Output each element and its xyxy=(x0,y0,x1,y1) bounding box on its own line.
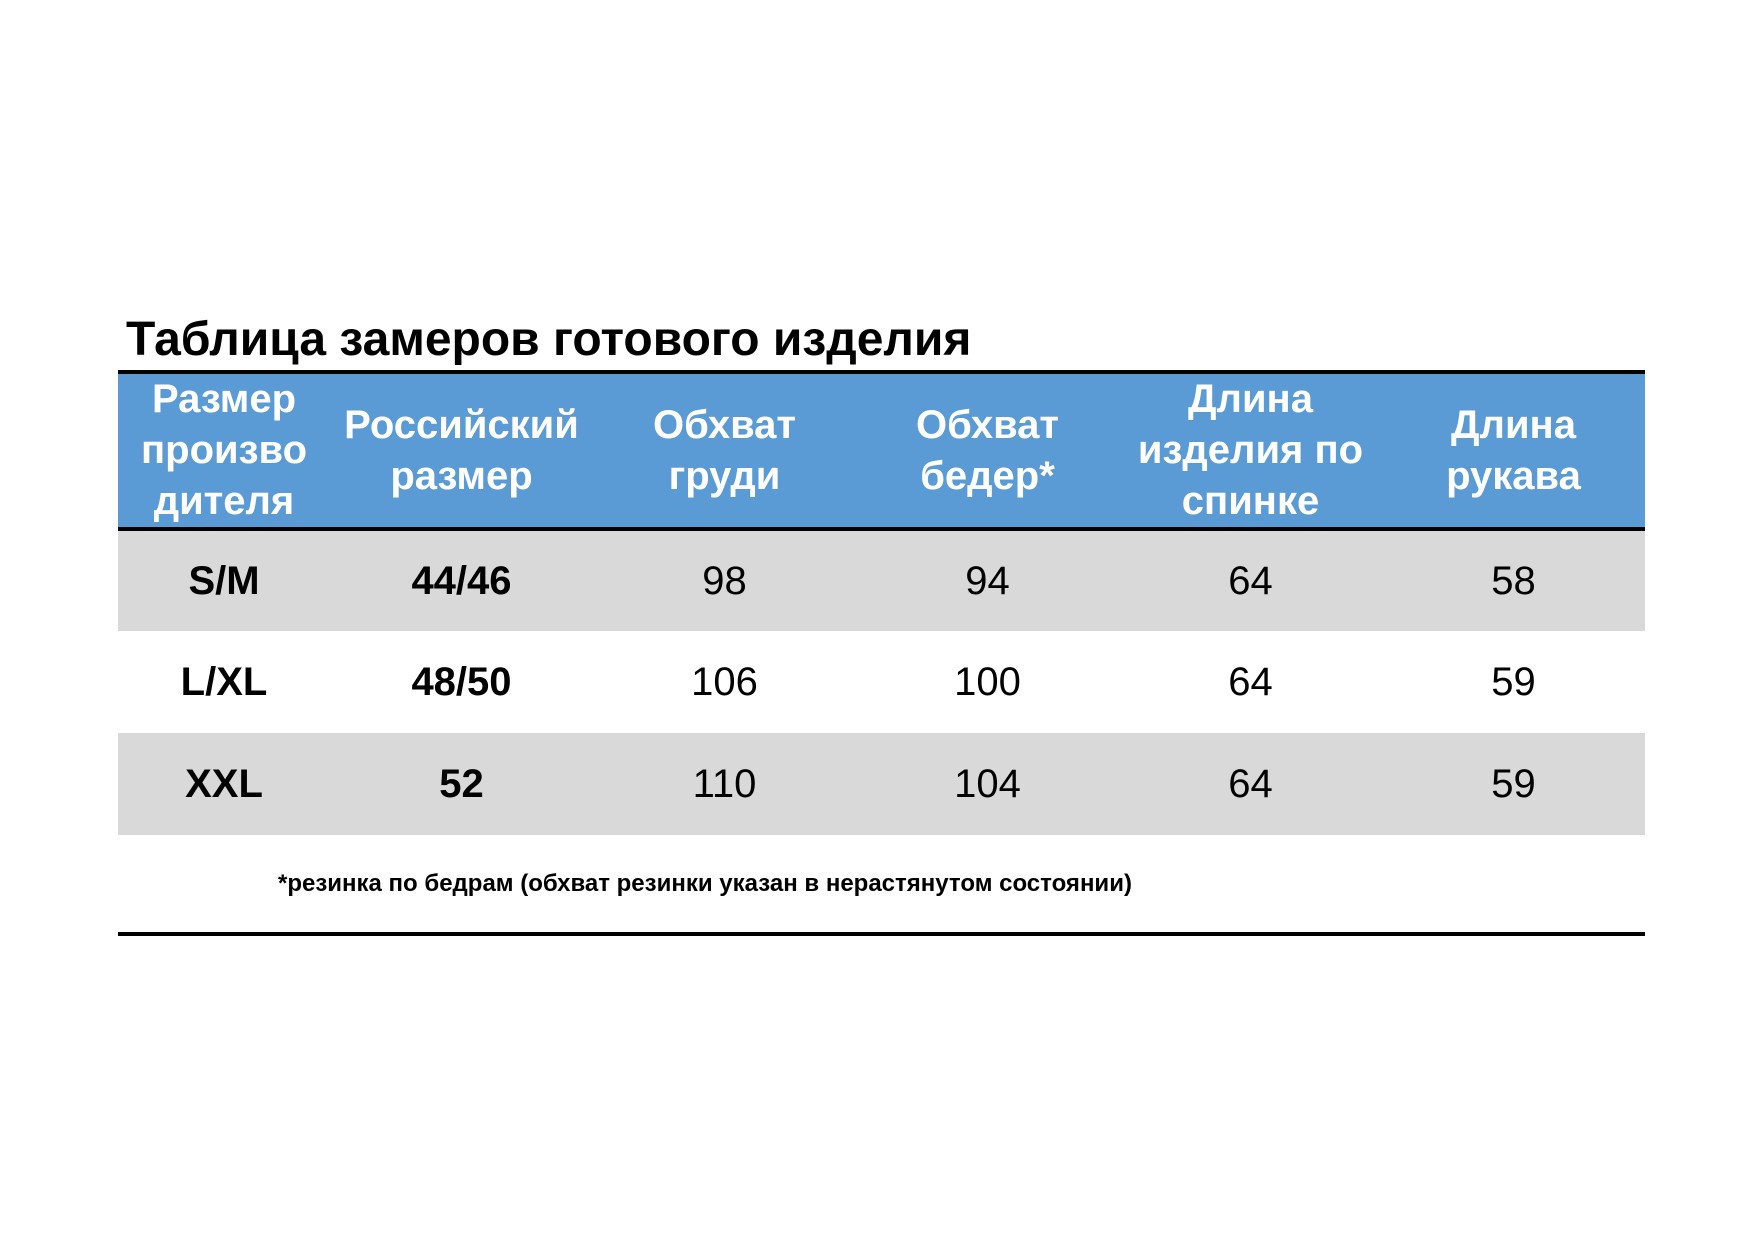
cell-chest-girth: 106 xyxy=(691,659,758,704)
cell-back-length: 64 xyxy=(1228,761,1273,806)
cell-hip-girth: 100 xyxy=(954,659,1021,704)
table-row: L/XL 48/50 106 100 64 59 xyxy=(118,631,1645,733)
cell-russian-size: 48/50 xyxy=(411,659,512,704)
header-back-length: Длина изделия по спинке xyxy=(1137,377,1364,523)
header-hip-girth: Обхват бедер* xyxy=(916,402,1059,498)
page-title: Таблица замеров готового изделия xyxy=(126,313,972,366)
cell-back-length: 64 xyxy=(1228,659,1273,704)
cell-hip-girth: 94 xyxy=(965,558,1010,603)
table-body: S/M 44/46 98 94 64 58 L/XL 48/50 106 100… xyxy=(118,529,1645,835)
header-manufacturer-size: Размер произво дителя xyxy=(141,377,307,523)
cell-russian-size: 52 xyxy=(439,761,484,806)
footnote: *резинка по бедрам (обхват резинки указа… xyxy=(278,870,1132,897)
bottom-divider xyxy=(118,932,1645,936)
cell-manufacturer-size: XXL xyxy=(185,761,263,806)
header-sleeve-length: Длина рукава xyxy=(1446,402,1581,498)
cell-sleeve-length: 59 xyxy=(1491,659,1536,704)
table-row: S/M 44/46 98 94 64 58 xyxy=(118,529,1645,631)
size-measurement-table: Размер произво дителя Российский размер … xyxy=(118,370,1645,835)
cell-hip-girth: 104 xyxy=(954,761,1021,806)
cell-chest-girth: 110 xyxy=(692,761,757,806)
table-header: Размер произво дителя Российский размер … xyxy=(118,372,1645,529)
header-russian-size: Российский размер xyxy=(344,402,579,498)
cell-manufacturer-size: S/M xyxy=(188,558,260,603)
header-chest-girth: Обхват груди xyxy=(653,402,796,498)
cell-russian-size: 44/46 xyxy=(411,558,512,603)
table-header-row: Размер произво дителя Российский размер … xyxy=(118,372,1645,529)
cell-manufacturer-size: L/XL xyxy=(180,659,268,704)
cell-back-length: 64 xyxy=(1228,558,1273,603)
cell-chest-girth: 98 xyxy=(702,558,747,603)
cell-sleeve-length: 59 xyxy=(1491,761,1536,806)
cell-sleeve-length: 58 xyxy=(1491,558,1536,603)
table-row: XXL 52 110 104 64 59 xyxy=(118,733,1645,835)
